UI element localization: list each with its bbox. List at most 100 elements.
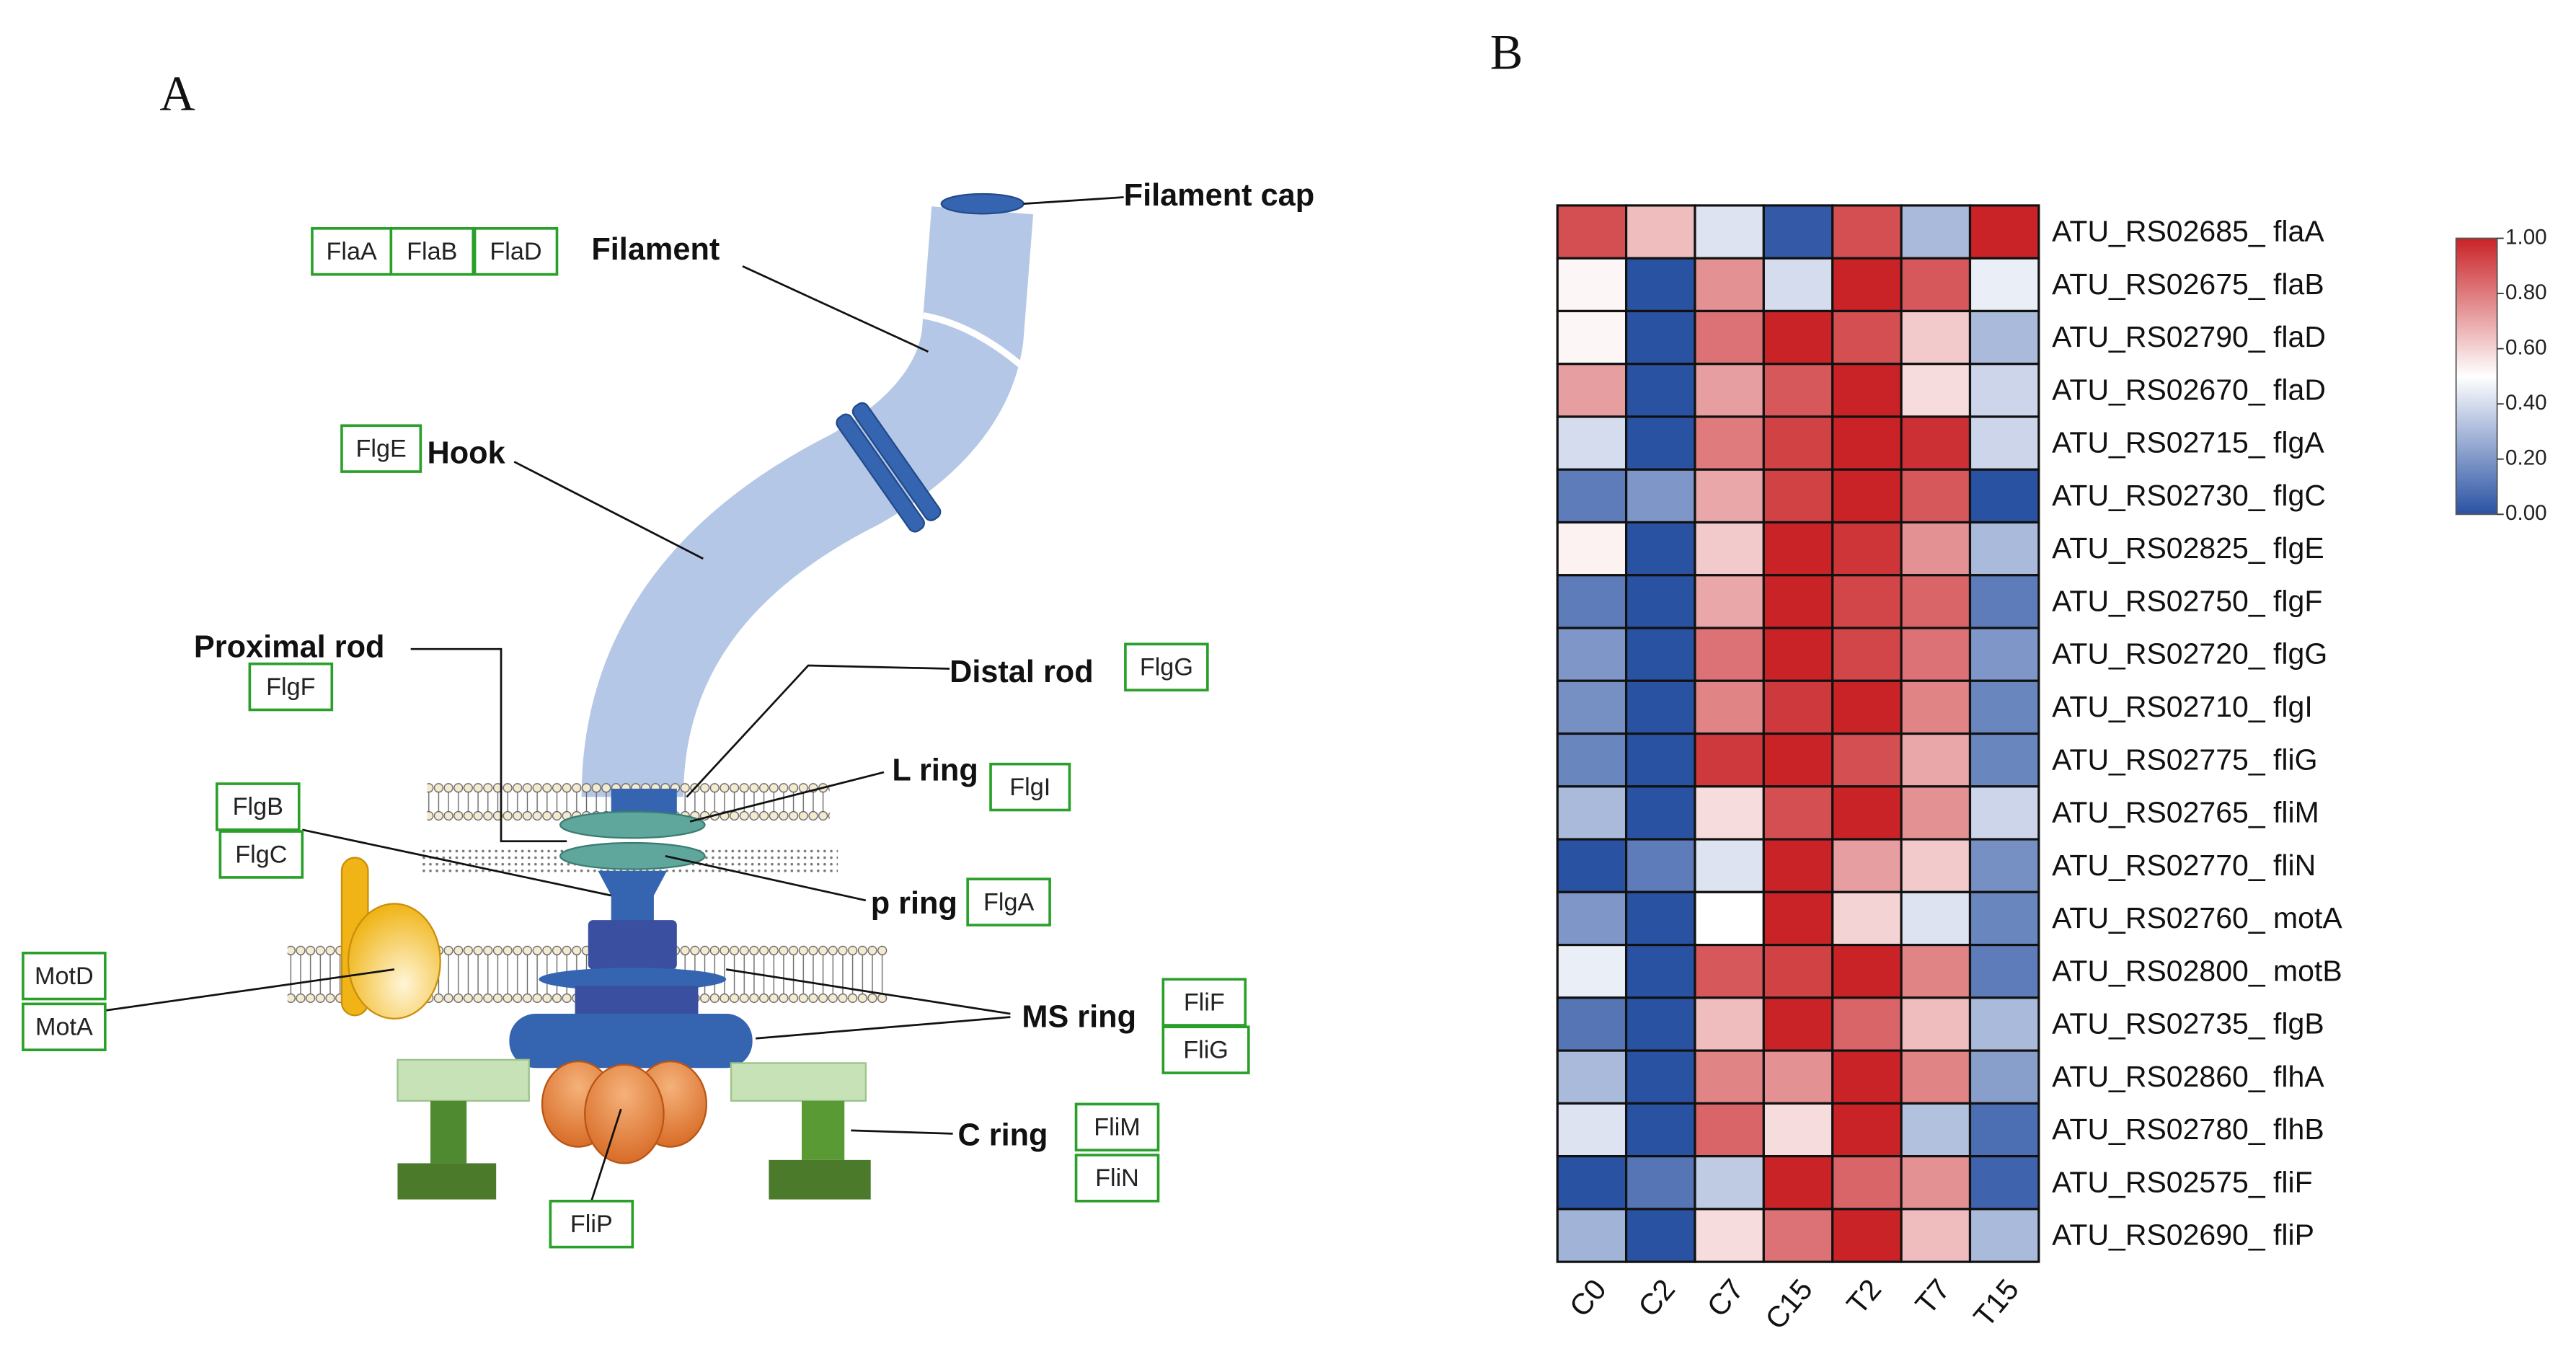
heat-cell <box>1968 996 2040 1052</box>
heat-cell <box>1900 627 1972 682</box>
heat-cell <box>1968 732 2040 788</box>
heat-cell <box>1694 521 1765 577</box>
heat-cell <box>1831 468 1903 524</box>
heat-cell <box>1694 785 1765 841</box>
heat-cell <box>1968 890 2040 947</box>
column-label: C7 <box>1701 1273 1750 1323</box>
heat-cell <box>1762 732 1834 788</box>
column-label: C0 <box>1563 1273 1613 1323</box>
protein-box <box>989 762 1071 812</box>
protein-label: FliN <box>1095 1164 1139 1192</box>
protein-box <box>248 662 334 712</box>
heat-cell <box>1762 309 1834 366</box>
protein-box <box>22 1002 107 1052</box>
protein-box <box>549 1200 634 1249</box>
heat-cell <box>1968 574 2040 629</box>
protein-label: FlgB <box>233 793 283 821</box>
heat-cell <box>1900 838 1972 893</box>
heat-cell <box>1624 732 1696 788</box>
heat-cell <box>1556 838 1628 893</box>
heat-cell <box>1624 204 1696 260</box>
c-ring-post <box>802 1100 845 1160</box>
heat-cell <box>1831 627 1903 682</box>
heat-cell <box>1900 943 1972 999</box>
heat-cell <box>1831 1208 1903 1263</box>
heat-cell <box>1968 309 2040 366</box>
row-label: ATU_RS02780_ flhB <box>2052 1113 2324 1146</box>
component-label: p ring <box>871 886 957 921</box>
column-label: T2 <box>1840 1273 1887 1320</box>
heat-cell <box>1968 1155 2040 1211</box>
heat-cell <box>1762 521 1834 577</box>
column-label: T15 <box>1967 1273 2025 1333</box>
protein-label: MotA <box>35 1014 93 1041</box>
component-label: MS ring <box>1022 999 1136 1034</box>
row-label: ATU_RS02720_ flgG <box>2052 637 2327 671</box>
heat-cell <box>1556 1208 1628 1263</box>
heat-cell <box>1556 1102 1628 1158</box>
heat-cell <box>1556 732 1628 788</box>
protein-label: FlgA <box>983 888 1034 916</box>
mota <box>347 903 441 1020</box>
protein-box <box>1074 1154 1160 1203</box>
protein-box <box>966 877 1051 926</box>
c-ring-top <box>509 1014 753 1069</box>
row-label: ATU_RS02750_ flgF <box>2052 584 2322 617</box>
hook-bands <box>836 402 942 533</box>
heat-cell <box>1968 257 2040 313</box>
heat-cell <box>1694 309 1765 366</box>
heat-cell <box>1900 996 1972 1052</box>
protein-box <box>473 227 559 276</box>
heat-cell <box>1624 890 1696 947</box>
heat-cell <box>1968 521 2040 577</box>
protein-label: FlgE <box>356 435 407 462</box>
heat-cell <box>1762 415 1834 471</box>
row-label: ATU_RS02730_ flgC <box>2052 479 2326 512</box>
heat-cell <box>1694 1049 1765 1105</box>
heat-cell <box>1831 1049 1903 1105</box>
row-label: ATU_RS02690_ fliP <box>2052 1218 2314 1252</box>
protein-label: FlaA <box>327 238 377 265</box>
heat-cell <box>1900 785 1972 841</box>
heat-cell <box>1831 363 1903 418</box>
heat-cell <box>1556 363 1628 418</box>
heat-cell <box>1900 732 1972 788</box>
heat-cell <box>1831 838 1903 893</box>
heat-cell <box>1968 204 2040 260</box>
heat-cell <box>1556 943 1628 999</box>
heat-cell <box>1831 415 1903 471</box>
heat-cell <box>1831 785 1903 841</box>
heat-cell <box>1762 943 1834 999</box>
heat-cell <box>1762 1155 1834 1211</box>
heat-cell <box>1624 838 1696 893</box>
heat-cell <box>1694 943 1765 999</box>
protein-label: FliG <box>1183 1036 1229 1063</box>
heat-cell <box>1831 890 1903 947</box>
heat-cell <box>1694 732 1765 788</box>
row-label: ATU_RS02675_ flaB <box>2052 267 2324 301</box>
heat-cell <box>1694 574 1765 629</box>
component-label: Hook <box>427 436 505 471</box>
heat-cell <box>1900 468 1972 524</box>
heat-cell <box>1900 1049 1972 1105</box>
heat-cell <box>1624 943 1696 999</box>
heat-cell <box>1556 785 1628 841</box>
protein-box <box>340 424 422 473</box>
heat-cell <box>1762 890 1834 947</box>
protein-box <box>1124 642 1209 691</box>
heat-cell <box>1762 1049 1834 1105</box>
row-label: ATU_RS02575_ fliF <box>2052 1165 2313 1198</box>
l-ring <box>559 810 706 839</box>
heat-cell <box>1556 996 1628 1052</box>
heat-cell <box>1900 521 1972 577</box>
heat-cell <box>1968 785 2040 841</box>
heat-cell <box>1624 574 1696 629</box>
heat-cell <box>1900 574 1972 629</box>
heat-cell <box>1556 890 1628 947</box>
heat-cell <box>1694 1155 1765 1211</box>
heat-cell <box>1556 574 1628 629</box>
heat-cell <box>1900 890 1972 947</box>
row-label: ATU_RS02760_ motA <box>2052 901 2342 934</box>
protein-box <box>218 830 304 879</box>
heat-cell <box>1762 257 1834 313</box>
